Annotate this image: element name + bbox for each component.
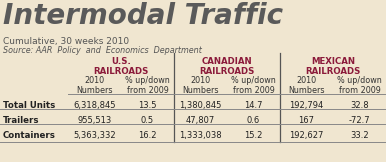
Text: 5,363,332: 5,363,332	[73, 131, 116, 140]
Text: 2010
Numbers: 2010 Numbers	[288, 76, 325, 95]
Text: Trailers: Trailers	[3, 116, 39, 125]
Text: MEXICAN
RAILROADS: MEXICAN RAILROADS	[305, 57, 361, 76]
Text: 14.7: 14.7	[244, 101, 263, 110]
Text: 33.2: 33.2	[350, 131, 369, 140]
Text: Containers: Containers	[3, 131, 56, 140]
Text: 192,794: 192,794	[290, 101, 323, 110]
Text: U.S.
RAILROADS: U.S. RAILROADS	[93, 57, 149, 76]
Text: 6,318,845: 6,318,845	[73, 101, 116, 110]
Text: 0.6: 0.6	[247, 116, 260, 125]
Text: 32.8: 32.8	[350, 101, 369, 110]
Text: 955,513: 955,513	[77, 116, 112, 125]
Text: 15.2: 15.2	[244, 131, 263, 140]
Text: Source: AAR  Policy  and  Economics  Department: Source: AAR Policy and Economics Departm…	[3, 46, 202, 55]
Text: 2010
Numbers: 2010 Numbers	[182, 76, 219, 95]
Text: 2010
Numbers: 2010 Numbers	[76, 76, 113, 95]
Text: 47,807: 47,807	[186, 116, 215, 125]
Text: 1,380,845: 1,380,845	[179, 101, 222, 110]
Text: Cumulative, 30 weeks 2010: Cumulative, 30 weeks 2010	[3, 37, 129, 46]
Text: 16.2: 16.2	[138, 131, 157, 140]
Text: Intermodal Traffic: Intermodal Traffic	[3, 2, 283, 30]
Text: 192,627: 192,627	[290, 131, 324, 140]
Text: 167: 167	[298, 116, 315, 125]
Text: % up/down
from 2009: % up/down from 2009	[231, 76, 276, 95]
Text: Total Units: Total Units	[3, 101, 55, 110]
Text: % up/down
from 2009: % up/down from 2009	[125, 76, 170, 95]
Text: 0.5: 0.5	[141, 116, 154, 125]
Text: 1,333,038: 1,333,038	[179, 131, 222, 140]
Text: 13.5: 13.5	[138, 101, 157, 110]
Text: -72.7: -72.7	[349, 116, 370, 125]
Text: CANADIAN
RAILROADS: CANADIAN RAILROADS	[199, 57, 255, 76]
Text: % up/down
from 2009: % up/down from 2009	[337, 76, 382, 95]
